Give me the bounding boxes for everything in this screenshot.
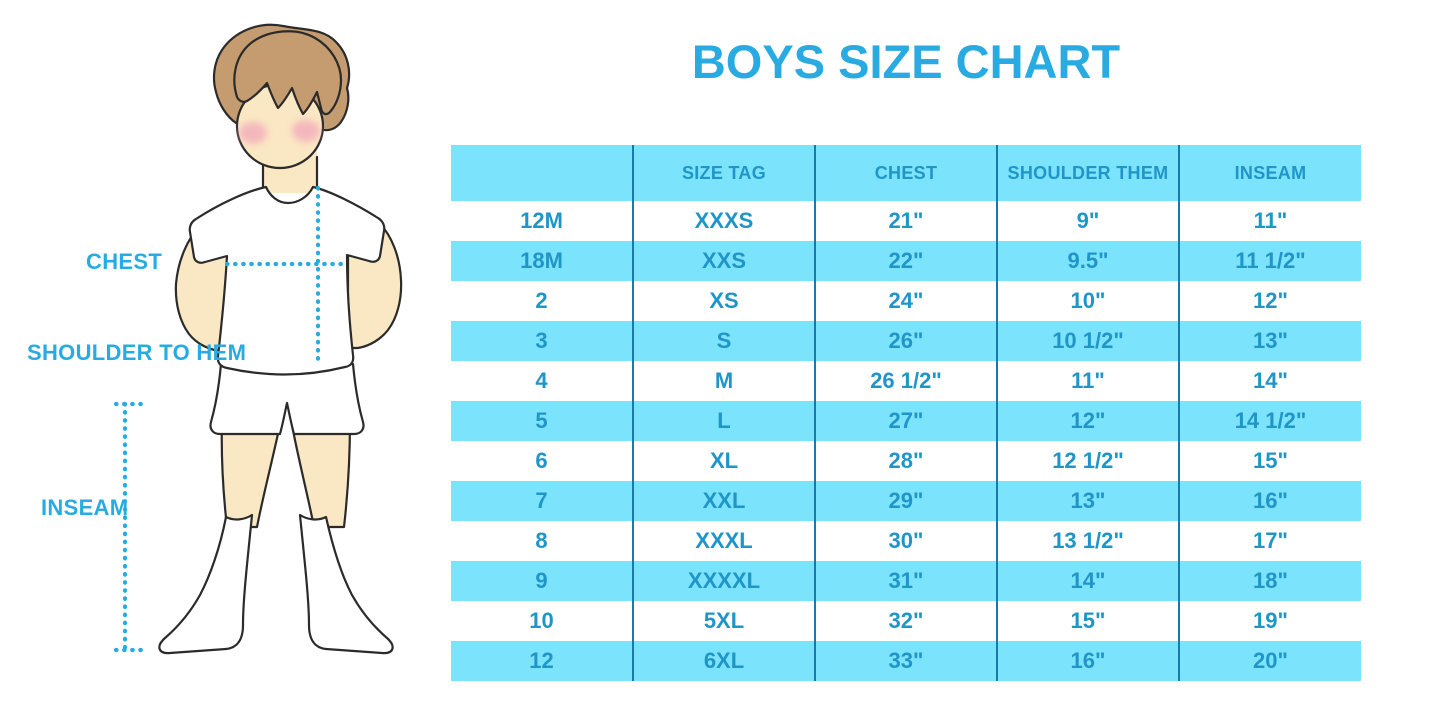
table-row: 18M XXS 22" 9.5" 11 1/2" xyxy=(451,241,1361,281)
cell-size: 12 xyxy=(451,641,634,681)
page-title: BOYS SIZE CHART xyxy=(691,35,1121,88)
table-row: 5 L 27" 12" 14 1/2" xyxy=(451,401,1361,441)
cell-tag: S xyxy=(633,321,816,361)
cell-size: 10 xyxy=(451,601,634,641)
inseam-label: INSEAM xyxy=(41,495,129,520)
header-size-tag: SIZE TAG xyxy=(633,145,816,201)
cell-tag: L xyxy=(633,401,816,441)
cell-inseam: 15" xyxy=(1253,448,1288,473)
table-row: 2 XS 24" 10" 12" xyxy=(451,281,1361,321)
cell-shoulder: 10 1/2" xyxy=(997,321,1180,361)
size-table: SIZE TAG CHEST SHOULDER THEM INSEAM 12M … xyxy=(451,145,1361,681)
cell-chest: 24" xyxy=(815,281,998,321)
cell-tag: XXS xyxy=(633,241,816,281)
cell-size: 3 xyxy=(451,321,634,361)
cell-chest: 30" xyxy=(815,521,998,561)
left-thigh xyxy=(220,418,283,529)
header-blank xyxy=(451,145,634,201)
left-sock xyxy=(158,513,254,655)
cell-inseam: 17" xyxy=(1253,528,1288,553)
shoulder-to-hem-label: SHOULDER TO HEM xyxy=(27,340,247,365)
right-sock xyxy=(298,513,394,655)
cell-tag: XS xyxy=(633,281,816,321)
cell-chest: 26 1/2" xyxy=(815,361,998,401)
cell-tag: M xyxy=(633,361,816,401)
table-row: 4 M 26 1/2" 11" 14" xyxy=(451,361,1361,401)
cell-chest: 21" xyxy=(815,201,998,241)
t-shirt xyxy=(188,185,386,376)
chest-label: CHEST xyxy=(86,249,163,274)
table-row: 9 XXXXL 31" 14" 18" xyxy=(451,561,1361,601)
right-blush xyxy=(292,120,320,142)
cell-inseam: 19" xyxy=(1253,608,1288,633)
table-row: 12 6XL 33" 16" 20" xyxy=(451,641,1361,681)
header-inseam: INSEAM xyxy=(1179,145,1361,201)
cell-inseam: 18" xyxy=(1253,568,1288,593)
cell-shoulder: 10" xyxy=(997,281,1180,321)
cell-size: 12M xyxy=(451,201,634,241)
cell-size: 7 xyxy=(451,481,634,521)
cell-size: 9 xyxy=(451,561,634,601)
cell-chest: 27" xyxy=(815,401,998,441)
cell-size: 2 xyxy=(451,281,634,321)
cell-tag: 6XL xyxy=(633,641,816,681)
table-header-row: SIZE TAG CHEST SHOULDER THEM INSEAM xyxy=(451,145,1361,201)
cell-chest: 29" xyxy=(815,481,998,521)
cell-shoulder: 14" xyxy=(997,561,1180,601)
cell-inseam: 14 1/2" xyxy=(1234,408,1307,433)
cell-inseam: 12" xyxy=(1253,288,1288,313)
table-row: 7 XXL 29" 13" 16" xyxy=(451,481,1361,521)
cell-inseam: 13" xyxy=(1253,328,1288,353)
cell-inseam: 20" xyxy=(1253,648,1288,673)
cell-tag: XXXXL xyxy=(633,561,816,601)
cell-shoulder: 9.5" xyxy=(997,241,1180,281)
cell-tag: XL xyxy=(633,441,816,481)
cell-inseam: 14" xyxy=(1253,368,1288,393)
right-thigh xyxy=(289,418,352,529)
cell-tag: XXXS xyxy=(633,201,816,241)
cell-shoulder: 12 1/2" xyxy=(997,441,1180,481)
hair-fringe xyxy=(233,30,343,116)
cell-shoulder: 9" xyxy=(997,201,1180,241)
table-row: 8 XXXL 30" 13 1/2" 17" xyxy=(451,521,1361,561)
cell-chest: 28" xyxy=(815,441,998,481)
cell-shoulder: 12" xyxy=(997,401,1180,441)
left-blush xyxy=(239,122,267,144)
cell-inseam: 11 1/2" xyxy=(1235,248,1306,273)
cell-chest: 26" xyxy=(815,321,998,361)
cell-shoulder: 13" xyxy=(997,481,1180,521)
table-row: 6 XL 28" 12 1/2" 15" xyxy=(451,441,1361,481)
shorts xyxy=(209,362,365,436)
table-row: 12M XXXS 21" 9" 11" xyxy=(451,201,1361,241)
cell-tag: XXXL xyxy=(633,521,816,561)
cell-shoulder: 13 1/2" xyxy=(997,521,1180,561)
boy-measurement-figure xyxy=(113,23,403,655)
cell-tag: XXL xyxy=(633,481,816,521)
cell-chest: 33" xyxy=(815,641,998,681)
cell-inseam: 16" xyxy=(1253,488,1288,513)
cell-size: 5 xyxy=(451,401,634,441)
cell-shoulder: 15" xyxy=(997,601,1180,641)
cell-shoulder: 11" xyxy=(997,361,1180,401)
cell-tag: 5XL xyxy=(633,601,816,641)
cell-size: 6 xyxy=(451,441,634,481)
table-row: 10 5XL 32" 15" 19" xyxy=(451,601,1361,641)
cell-size: 4 xyxy=(451,361,634,401)
header-shoulder-hem: SHOULDER THEM xyxy=(997,145,1180,201)
header-chest: CHEST xyxy=(815,145,998,201)
table-row: 3 S 26" 10 1/2" 13" xyxy=(451,321,1361,361)
cell-size: 8 xyxy=(451,521,634,561)
cell-inseam: 11" xyxy=(1253,208,1288,233)
cell-shoulder: 16" xyxy=(997,641,1180,681)
cell-chest: 31" xyxy=(815,561,998,601)
cell-chest: 32" xyxy=(815,601,998,641)
cell-size: 18M xyxy=(451,241,634,281)
cell-chest: 22" xyxy=(815,241,998,281)
